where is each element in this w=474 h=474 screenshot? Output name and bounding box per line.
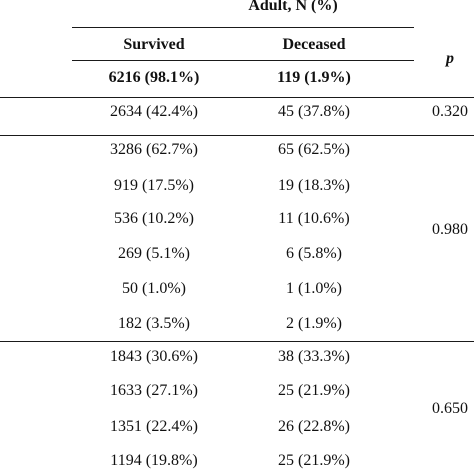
p-column-header: p [446,50,454,67]
survived-column-header: Survived [123,36,185,53]
table-cell-survived: 3286 (62.7%) [110,141,198,158]
table-cell-deceased: 25 (21.9%) [278,452,350,469]
table-cell-deceased: 38 (33.3%) [278,348,350,365]
table-cell-deceased: 19 (18.3%) [278,177,350,194]
deceased-column-header: Deceased [282,36,346,53]
total-survived-cell: 6216 (98.1%) [108,69,200,86]
table-cell-deceased: 65 (62.5%) [278,141,350,158]
group-divider-rule [0,341,474,342]
group-divider-rule [0,135,474,136]
adult-group-header: Adult, N (%) [248,0,338,14]
table-cell-deceased: 6 (5.8%) [286,245,342,262]
header-group-rule [72,27,414,28]
table-cell-deceased: 11 (10.6%) [278,210,350,227]
table-cell-deceased: 1 (1.0%) [286,280,342,297]
table-cell-deceased: 26 (22.8%) [278,418,350,435]
table-cell-deceased: 2 (1.9%) [286,315,342,332]
p-value-cell: 0.650 [432,400,468,417]
table-cell-survived: 536 (10.2%) [114,210,194,227]
table-cell-survived: 269 (5.1%) [118,245,190,262]
table-cell-survived: 50 (1.0%) [122,280,186,297]
p-value-cell: 0.980 [432,221,468,238]
table-cell-survived: 182 (3.5%) [118,315,190,332]
table-cell-survived: 1194 (19.8%) [110,452,198,469]
p-value-cell: 0.320 [432,103,468,120]
table-cell-survived: 1633 (27.1%) [110,382,198,399]
table-cell-deceased: 25 (21.9%) [278,382,350,399]
table-cell-survived: 1351 (22.4%) [110,418,198,435]
table-cell-survived: 2634 (42.4%) [110,103,198,120]
table-cell-survived: 919 (17.5%) [114,177,194,194]
total-deceased-cell: 119 (1.9%) [277,69,351,86]
table-cell-deceased: 45 (37.8%) [278,103,350,120]
header-subrule [72,60,414,61]
table-cell-survived: 1843 (30.6%) [110,348,198,365]
header-bottom-rule [0,97,474,98]
